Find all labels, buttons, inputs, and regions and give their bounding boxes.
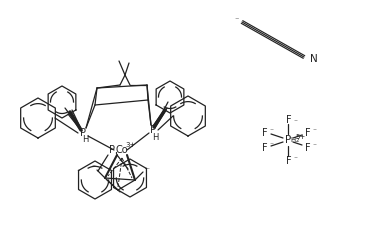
- Text: 3+: 3+: [126, 142, 136, 148]
- Text: P: P: [109, 145, 115, 155]
- Text: ⁻: ⁻: [235, 16, 239, 25]
- Text: ⁻: ⁻: [269, 140, 273, 149]
- Text: 2: 2: [295, 139, 299, 144]
- Text: ⁻: ⁻: [145, 165, 149, 174]
- Text: H: H: [82, 136, 88, 145]
- Text: F: F: [262, 128, 268, 138]
- Text: ⁻: ⁻: [312, 127, 316, 136]
- Text: 5+: 5+: [296, 134, 306, 140]
- Text: ⁻: ⁻: [293, 155, 297, 164]
- Text: P: P: [80, 128, 86, 138]
- Text: ⁻: ⁻: [293, 118, 297, 127]
- Text: F: F: [262, 143, 268, 153]
- Text: F: F: [286, 156, 292, 166]
- Text: F: F: [305, 143, 311, 153]
- Text: H: H: [290, 137, 296, 143]
- Text: P: P: [150, 125, 156, 135]
- Text: F: F: [305, 128, 311, 138]
- Text: F: F: [286, 115, 292, 125]
- Text: P: P: [285, 135, 291, 145]
- Text: ⁻: ⁻: [312, 141, 316, 150]
- Text: Co: Co: [116, 145, 128, 155]
- Text: N: N: [310, 54, 318, 64]
- Text: H: H: [152, 132, 158, 141]
- Text: ⁻: ⁻: [91, 163, 95, 172]
- Text: ⁻: ⁻: [269, 127, 273, 136]
